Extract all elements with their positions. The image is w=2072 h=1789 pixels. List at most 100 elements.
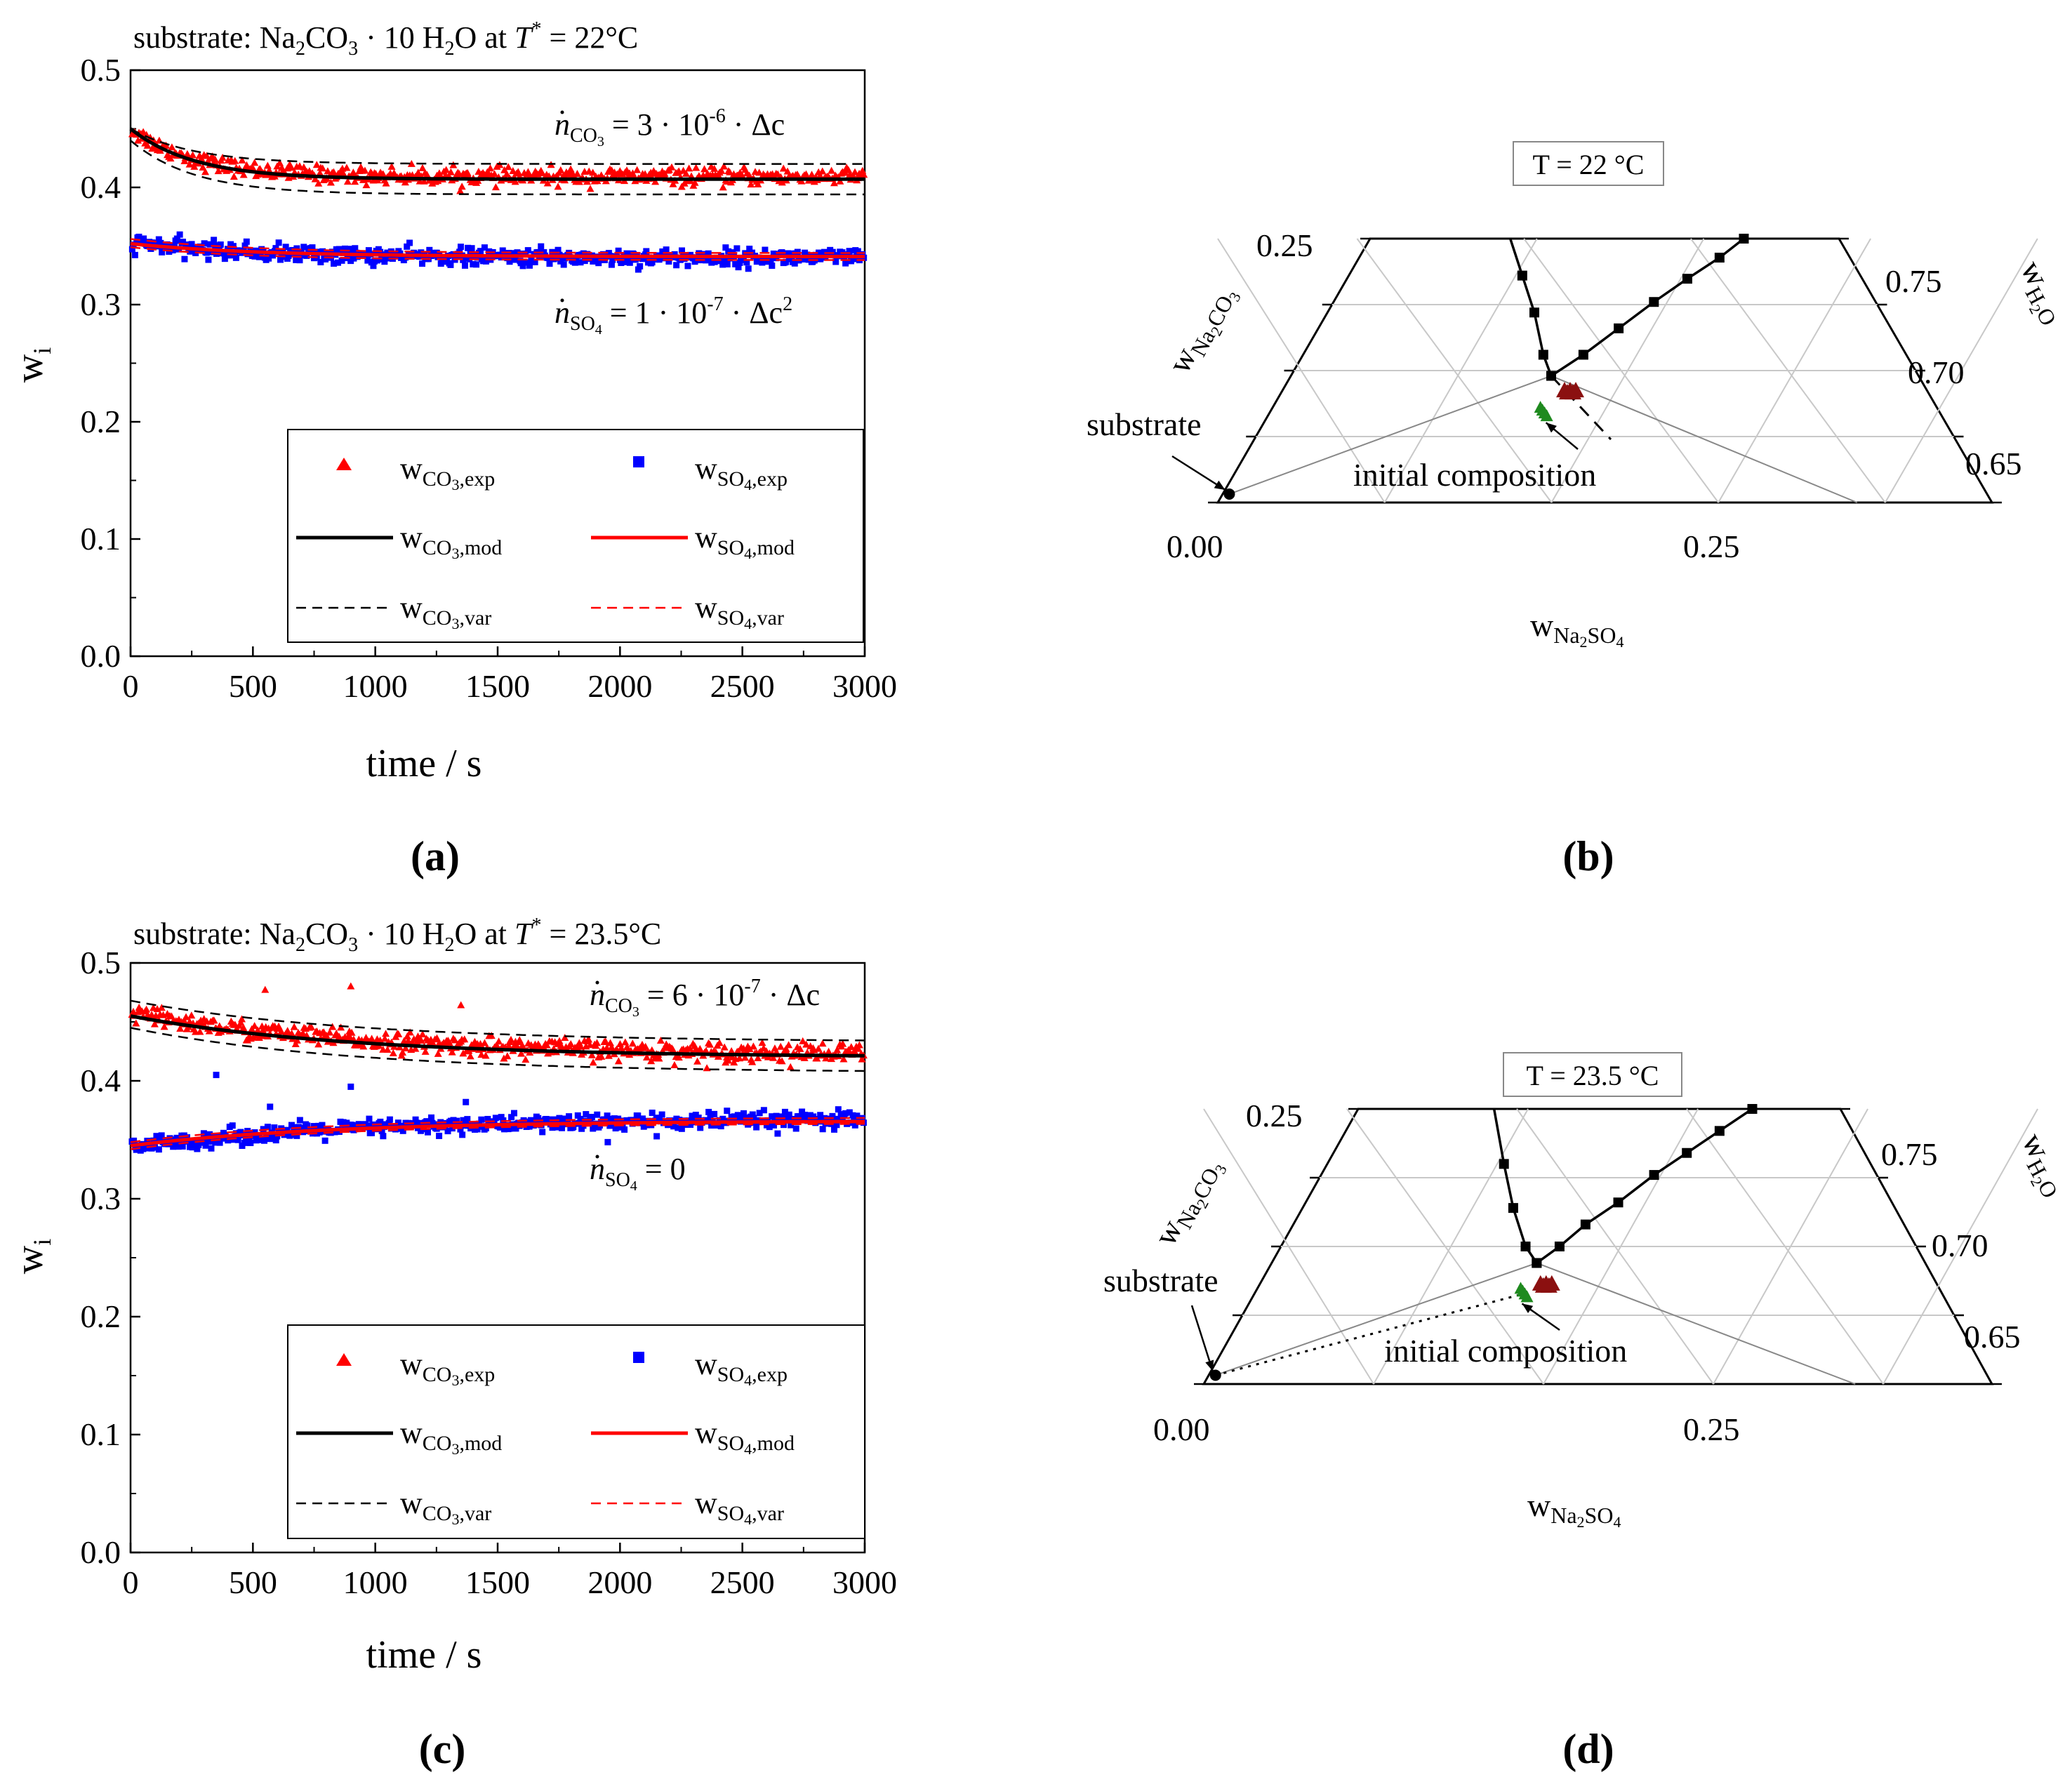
data-point-triangle: [758, 1039, 766, 1046]
panel-b-solubility-point: [1517, 270, 1527, 281]
data-point-square: [373, 257, 380, 264]
data-point-triangle: [839, 1055, 848, 1063]
data-point-square: [832, 1115, 839, 1122]
data-point-outlier: [261, 985, 270, 993]
data-point-square: [419, 260, 426, 267]
data-point-triangle: [543, 179, 552, 187]
data-point-square: [623, 250, 630, 257]
data-point-square: [426, 246, 433, 253]
data-point-square: [229, 1122, 236, 1129]
panel-b-arrow-line: [1171, 455, 1226, 491]
data-point-square: [711, 1110, 718, 1117]
panel-c-xtick-label: 1500: [465, 1564, 530, 1600]
data-point-triangle: [482, 1051, 490, 1059]
legend-symbol-triangle: [336, 1353, 352, 1366]
data-point-square: [678, 1125, 685, 1132]
data-point-triangle: [686, 1044, 694, 1052]
panel-d-bottom-tick-025: 0.25: [1683, 1411, 1740, 1447]
panel-b-solubility-point: [1614, 323, 1624, 333]
data-point-square: [590, 1125, 597, 1132]
data-point-square: [463, 254, 470, 261]
data-point-triangle: [514, 168, 522, 175]
data-point-triangle: [796, 1044, 804, 1052]
data-point-triangle: [749, 1042, 757, 1050]
data-point-square: [173, 1134, 180, 1141]
data-point-square: [380, 1133, 387, 1140]
data-point-square: [851, 1122, 858, 1129]
data-point-triangle: [778, 178, 786, 186]
data-point-triangle: [630, 171, 638, 179]
data-point-outlier: [653, 1133, 660, 1140]
panel-a-xtick-label: 3000: [832, 668, 897, 704]
data-point-square: [594, 1111, 601, 1118]
data-point-square: [437, 260, 444, 267]
data-point-triangle: [668, 163, 676, 171]
panel-a-ytick-label: 0.5: [81, 52, 121, 88]
data-point-square: [461, 262, 468, 269]
data-point-square: [750, 1115, 757, 1122]
data-point-square: [735, 264, 742, 271]
panel-b-grid-line: [1884, 238, 2038, 503]
data-point-triangle: [633, 166, 642, 173]
data-point-square: [705, 1108, 712, 1115]
data-point-square: [237, 1129, 244, 1136]
data-point-square: [678, 247, 685, 254]
data-point-triangle: [379, 170, 387, 178]
panel-c-series-so4-exp: [128, 1106, 867, 1154]
data-point-square: [350, 255, 357, 262]
data-point-triangle: [587, 1051, 596, 1058]
data-point-square: [773, 1112, 780, 1119]
data-point-square: [687, 1121, 694, 1128]
data-point-triangle: [291, 1040, 300, 1048]
data-point-square: [467, 251, 474, 258]
data-point-square: [378, 1127, 385, 1134]
data-point-square: [296, 1117, 303, 1124]
data-point-square: [153, 1133, 160, 1140]
data-point-triangle: [142, 131, 151, 138]
data-point-square: [449, 1125, 456, 1132]
data-point-square: [673, 262, 680, 269]
data-point-square: [377, 1118, 384, 1125]
data-point-triangle: [329, 168, 338, 175]
data-point-triangle: [669, 1046, 677, 1053]
data-point-square: [519, 262, 526, 270]
data-point-square: [478, 1116, 485, 1123]
data-point-square: [338, 257, 345, 264]
panel-c-xtick-label: 2000: [587, 1564, 652, 1600]
data-point-square: [577, 1115, 584, 1122]
data-point-square: [413, 1119, 420, 1126]
data-point-square: [300, 244, 307, 251]
panel-c-line-co3-var: [130, 1027, 865, 1072]
data-point-square: [436, 1132, 443, 1139]
data-point-triangle: [465, 1046, 473, 1054]
data-point-triangle: [691, 178, 699, 186]
data-point-square: [531, 258, 538, 265]
data-point-triangle: [389, 1049, 397, 1056]
data-point-triangle: [730, 1058, 738, 1066]
data-point-triangle: [776, 1042, 785, 1050]
data-point-square: [749, 1111, 756, 1118]
legend-label: wSO4,exp: [695, 1347, 788, 1389]
data-point-square: [202, 1142, 209, 1149]
panel-d-initial-composition-label: initial composition: [1384, 1333, 1627, 1369]
data-point-triangle: [239, 171, 248, 178]
panel-c-xlabel: time / s: [366, 1633, 482, 1677]
panel-a-annotation-so4: nSO4 = 1 · 10-7 · Δc2: [554, 293, 792, 338]
data-point-triangle: [290, 1023, 298, 1030]
data-point-square: [319, 248, 326, 255]
panel-b-grid-line: [1690, 238, 1886, 503]
data-point-square: [697, 1124, 704, 1131]
data-point-square: [535, 1115, 542, 1122]
data-point-square: [425, 1129, 432, 1136]
data-point-square: [632, 1117, 639, 1124]
data-point-triangle: [771, 1044, 779, 1052]
data-point-square: [649, 1110, 656, 1117]
data-point-square: [131, 251, 138, 258]
data-point-square: [169, 247, 176, 254]
data-point-triangle: [604, 1051, 613, 1059]
data-point-triangle: [747, 180, 755, 188]
data-point-square: [506, 258, 513, 265]
data-point-square: [158, 1132, 165, 1139]
data-point-triangle: [555, 1037, 564, 1044]
data-point-square: [553, 1124, 560, 1131]
